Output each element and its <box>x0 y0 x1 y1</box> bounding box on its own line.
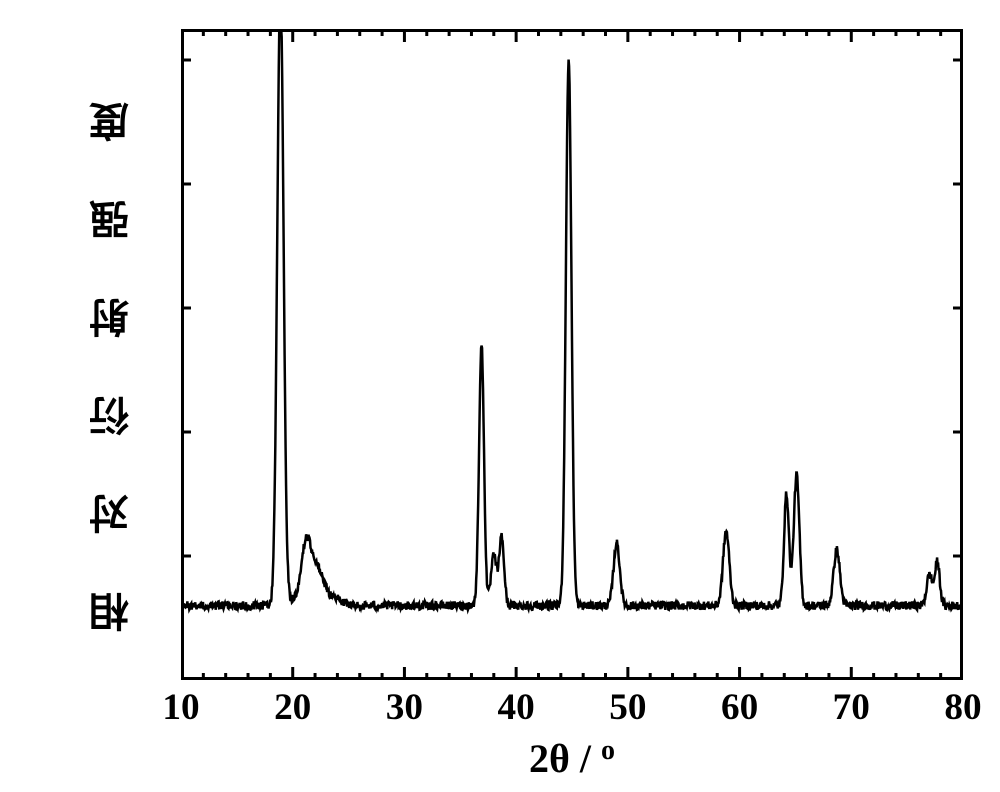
x-tick-label: 40 <box>486 686 546 729</box>
xrd-plot-svg <box>181 29 963 680</box>
x-axis-label: 2θ / o <box>181 735 963 782</box>
xrd-figure: 相 对 衍 射 强 度 10 20 30 40 50 60 70 80 2θ / o <box>0 0 1000 792</box>
plot-area <box>181 29 963 680</box>
x-tick-label: 60 <box>710 686 770 729</box>
x-tick-label: 20 <box>263 686 323 729</box>
x-tick-label: 30 <box>374 686 434 729</box>
x-tick-label: 10 <box>151 686 211 729</box>
y-axis-label: 相 对 衍 射 强 度 <box>84 60 142 650</box>
x-tick-label: 80 <box>933 686 993 729</box>
x-tick-label: 50 <box>598 686 658 729</box>
x-axis-label-text: 2θ / o <box>529 736 615 781</box>
x-tick-label: 70 <box>821 686 881 729</box>
